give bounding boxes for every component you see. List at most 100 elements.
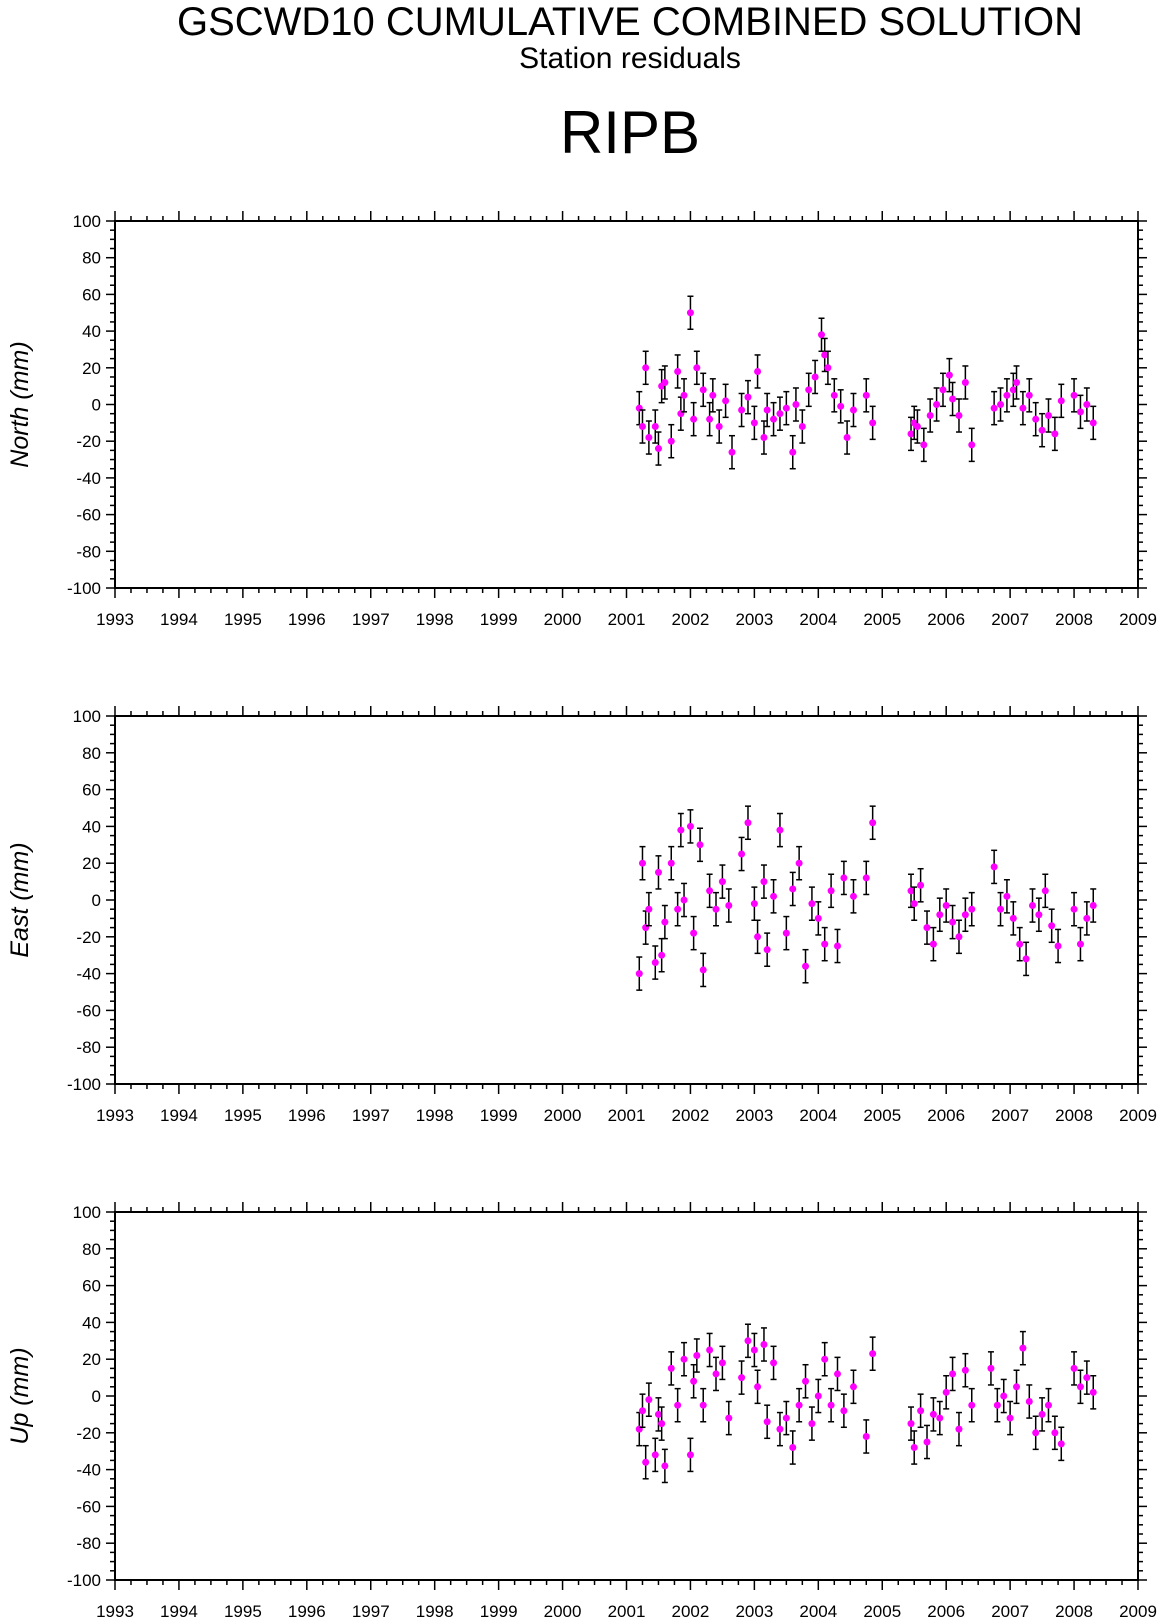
north-xtick-label: 2007 bbox=[991, 610, 1029, 629]
east-data-point bbox=[750, 900, 758, 908]
up-data-point bbox=[917, 1407, 925, 1415]
east-data-point bbox=[1009, 914, 1017, 922]
east-data-point bbox=[638, 859, 646, 867]
up-data-point bbox=[1089, 1388, 1097, 1396]
up-data-point bbox=[821, 1355, 829, 1363]
north-data-point bbox=[638, 423, 646, 431]
north-ytick-label: 80 bbox=[82, 249, 101, 268]
up-data-point bbox=[674, 1401, 682, 1409]
east-xtick-label: 1998 bbox=[416, 1106, 454, 1125]
north-ytick-label: 0 bbox=[92, 396, 101, 415]
up-data-point bbox=[642, 1458, 650, 1466]
north-ytick-label: -20 bbox=[76, 432, 101, 451]
east-xtick-label: 1999 bbox=[480, 1106, 518, 1125]
north-data-point bbox=[1089, 419, 1097, 427]
north-data-point bbox=[782, 404, 790, 412]
north-data-point bbox=[818, 331, 826, 339]
up-data-point bbox=[754, 1383, 762, 1391]
north-data-point bbox=[709, 391, 717, 399]
north-data-point bbox=[686, 309, 694, 317]
east-xtick-label: 2007 bbox=[991, 1106, 1029, 1125]
east-xtick-label: 2000 bbox=[544, 1106, 582, 1125]
east-data-point bbox=[651, 959, 659, 967]
east-data-point bbox=[699, 966, 707, 974]
up-xtick-label: 1996 bbox=[288, 1602, 326, 1621]
east-xtick-label: 1996 bbox=[288, 1106, 326, 1125]
north-data-point bbox=[667, 437, 675, 445]
up-ytick-label: -20 bbox=[76, 1424, 101, 1443]
east-ytick-label: -100 bbox=[67, 1075, 101, 1094]
up-data-point bbox=[968, 1401, 976, 1409]
east-xtick-label: 2002 bbox=[672, 1106, 710, 1125]
up-data-point bbox=[1044, 1401, 1052, 1409]
east-ytick-label: -60 bbox=[76, 1001, 101, 1020]
up-xtick-label: 2004 bbox=[799, 1602, 837, 1621]
east-data-point bbox=[712, 905, 720, 913]
north-data-point bbox=[693, 364, 701, 372]
up-data-point bbox=[1057, 1440, 1065, 1448]
north-data-point bbox=[830, 391, 838, 399]
up-data-point bbox=[827, 1401, 835, 1409]
east-data-point bbox=[667, 859, 675, 867]
up-data-point bbox=[923, 1438, 931, 1446]
east-xtick-label: 2004 bbox=[799, 1106, 837, 1125]
up-data-point bbox=[910, 1444, 918, 1452]
north-data-point bbox=[770, 415, 778, 423]
up-data-point bbox=[1076, 1383, 1084, 1391]
north-data-point bbox=[744, 393, 752, 401]
east-data-point bbox=[1016, 940, 1024, 948]
up-data-point bbox=[763, 1418, 771, 1426]
up-data-point bbox=[712, 1370, 720, 1378]
east-xtick-label: 2003 bbox=[735, 1106, 773, 1125]
up-data-point bbox=[654, 1410, 662, 1418]
north-ylabel: North (mm) bbox=[6, 341, 34, 467]
north-data-point bbox=[945, 371, 953, 379]
east-data-point bbox=[862, 874, 870, 882]
up-ytick-label: 40 bbox=[82, 1313, 101, 1332]
up-data-point bbox=[658, 1420, 666, 1428]
up-data-point bbox=[789, 1444, 797, 1452]
east-xtick-label: 2009 bbox=[1119, 1106, 1157, 1125]
north-data-point bbox=[933, 401, 941, 408]
up-data-point bbox=[782, 1414, 790, 1422]
north-data-point bbox=[1057, 397, 1065, 405]
up-data-point bbox=[744, 1337, 752, 1345]
north-data-point bbox=[1083, 401, 1091, 408]
up-data-point bbox=[929, 1410, 937, 1418]
east-data-point bbox=[658, 951, 666, 959]
up-data-point bbox=[814, 1392, 822, 1400]
up-data-point bbox=[661, 1462, 669, 1470]
east-data-point bbox=[923, 924, 931, 932]
east-data-point bbox=[718, 878, 726, 886]
up-xtick-label: 2000 bbox=[544, 1602, 582, 1621]
north-xtick-label: 1995 bbox=[224, 610, 262, 629]
up-data-point bbox=[795, 1401, 803, 1409]
north-data-point bbox=[949, 395, 957, 403]
north-xtick-label: 1998 bbox=[416, 610, 454, 629]
up-data-point bbox=[686, 1451, 694, 1459]
east-data-point bbox=[789, 885, 797, 893]
north-xtick-label: 2008 bbox=[1055, 610, 1093, 629]
east-data-point bbox=[929, 940, 937, 948]
north-ytick-label: 60 bbox=[82, 285, 101, 304]
east-data-point bbox=[833, 942, 841, 950]
north-data-point bbox=[776, 410, 784, 418]
north-data-point bbox=[789, 448, 797, 456]
north-xtick-label: 2004 bbox=[799, 610, 837, 629]
up-ytick-label: -80 bbox=[76, 1534, 101, 1553]
up-data-point bbox=[987, 1364, 995, 1372]
north-data-point bbox=[920, 441, 928, 449]
north-data-point bbox=[1038, 426, 1046, 434]
east-data-point bbox=[968, 905, 976, 913]
up-data-point bbox=[645, 1396, 653, 1404]
east-data-point bbox=[763, 946, 771, 954]
north-ytick-label: -60 bbox=[76, 506, 101, 525]
up-data-point bbox=[1083, 1374, 1091, 1382]
up-data-point bbox=[1000, 1392, 1008, 1400]
up-xtick-label: 2001 bbox=[608, 1602, 646, 1621]
north-ytick-label: 40 bbox=[82, 322, 101, 341]
east-data-point bbox=[1076, 940, 1084, 948]
north-data-point bbox=[699, 386, 707, 394]
east-data-point bbox=[696, 841, 704, 849]
up-xtick-label: 2006 bbox=[927, 1602, 965, 1621]
